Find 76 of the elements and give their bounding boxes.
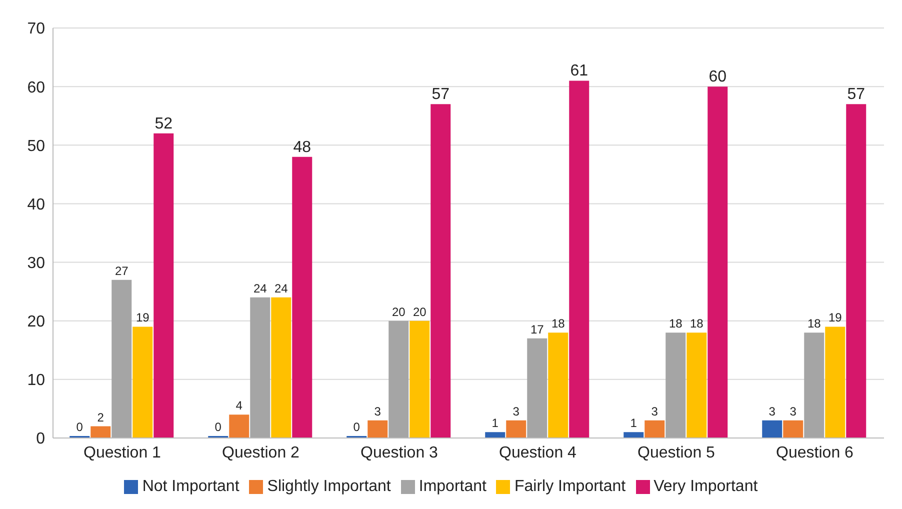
data-label: 3: [651, 404, 658, 418]
data-label: 17: [530, 322, 544, 336]
y-tick-label: 40: [27, 196, 46, 214]
legend-label: Important: [418, 478, 486, 495]
data-label: 19: [136, 310, 150, 325]
y-tick-label: 30: [27, 254, 46, 272]
data-label: 18: [668, 316, 683, 331]
data-label: 3: [374, 404, 382, 418]
data-label: 24: [274, 281, 288, 296]
bar: [644, 420, 665, 438]
bar: [292, 156, 312, 438]
data-label: 3: [790, 404, 797, 418]
legend-label: Not Important: [142, 478, 240, 495]
legend-label: Very Important: [654, 478, 758, 495]
x-tick-label: Question 1: [84, 444, 162, 462]
data-label: 2: [97, 410, 104, 424]
bar: [783, 420, 804, 438]
data-label: 18: [690, 316, 704, 331]
data-label: 24: [253, 281, 268, 296]
bar: [154, 133, 174, 438]
y-tick-label: 10: [27, 372, 46, 390]
data-label: 48: [293, 138, 312, 156]
bar: [388, 320, 409, 438]
data-label: 61: [570, 62, 588, 80]
bar: [846, 104, 866, 438]
legend-label: Fairly Important: [514, 478, 626, 495]
y-tick-label: 60: [27, 79, 46, 96]
data-label: 4: [236, 398, 243, 413]
bar: [485, 432, 506, 438]
bar: [229, 414, 250, 438]
data-label: 20: [392, 304, 406, 319]
bar: [90, 426, 111, 438]
bar: [762, 420, 782, 438]
bar: [666, 332, 686, 438]
x-tick-label: Question 3: [360, 444, 438, 462]
data-label: 52: [154, 115, 173, 132]
data-label: 27: [114, 264, 129, 278]
data-label: 3: [512, 404, 520, 418]
data-label: 0: [214, 420, 222, 434]
bar: [132, 326, 153, 438]
bar: [410, 320, 430, 438]
y-tick-label: 70: [27, 20, 46, 38]
data-label: 18: [551, 316, 566, 331]
data-label: 60: [708, 68, 727, 86]
data-label: 20: [412, 304, 427, 319]
data-label: 1: [630, 416, 638, 430]
data-label: 3: [768, 404, 776, 418]
data-label: 19: [828, 310, 842, 325]
x-tick-label: Question 4: [499, 444, 577, 462]
bar: [368, 420, 388, 438]
data-label: 57: [847, 86, 866, 104]
bar: [250, 297, 270, 438]
data-label: 18: [807, 316, 822, 331]
data-label: 0: [353, 420, 360, 434]
bar: [569, 80, 590, 438]
data-label: 57: [432, 86, 450, 104]
x-tick-label: Question 5: [638, 444, 716, 462]
bar: [112, 280, 132, 438]
bar: [686, 332, 707, 438]
legend-label: Slightly Important: [267, 478, 391, 495]
data-label: 0: [76, 420, 84, 434]
bar: [527, 338, 548, 438]
bar: [271, 297, 292, 438]
x-tick-label: Question 2: [222, 444, 300, 462]
bar: [708, 86, 728, 438]
bar: [804, 332, 824, 438]
bar: [825, 326, 846, 438]
bar: [430, 104, 451, 438]
x-tick-label: Question 6: [776, 444, 854, 462]
y-tick-label: 50: [27, 138, 46, 155]
y-tick-label: 20: [27, 314, 46, 331]
data-label: 1: [492, 416, 499, 430]
bar: [624, 432, 644, 438]
y-tick-label: 0: [36, 430, 46, 448]
bar: [506, 420, 526, 438]
bar: [548, 332, 568, 438]
